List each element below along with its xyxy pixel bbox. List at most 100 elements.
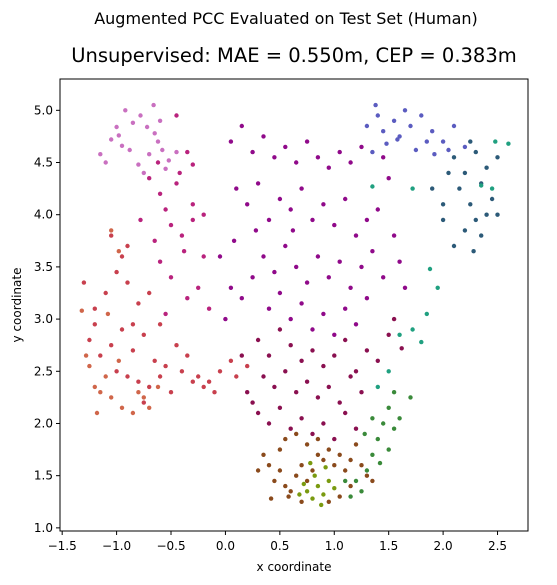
scatter-point [152,238,157,243]
scatter-point [141,395,146,400]
scatter-point [397,332,402,337]
chart-title: Unsupervised: MAE = 0.550m, CEP = 0.383m [71,44,517,67]
scatter-point [245,202,250,207]
scatter-point [506,141,511,146]
scatter-point [319,502,324,508]
scatter-point [114,269,119,275]
scatter-point [304,489,310,494]
scatter-point [326,384,331,390]
scatter-point [155,139,161,144]
scatter-point [386,332,391,337]
scatter-point [228,358,234,363]
scatter-point [440,217,446,223]
scatter-point [268,496,274,501]
scatter-point [375,207,380,212]
scatter-point [266,463,272,468]
scatter-point [408,123,413,129]
x-tick-label: 0.0 [216,539,235,553]
y-tick-label: 3.5 [34,260,53,274]
scatter-point [125,374,130,379]
scatter-point [157,374,163,379]
scatter-point [321,202,326,207]
scatter-point [410,186,415,191]
scatter-point [304,442,310,447]
scatter-point [87,363,92,369]
scatter-point [147,290,152,296]
scatter-point [87,337,92,343]
scatter-point [277,447,283,452]
x-tick-label: 1.5 [379,539,398,553]
scatter-point [283,369,288,374]
scatter-point [185,149,190,155]
scatter-point [424,311,429,317]
scatter-point [337,452,342,457]
scatter-point [255,468,261,473]
scatter-point [326,478,331,484]
scatter-point [440,202,446,207]
scatter-point [201,384,206,390]
scatter-point [484,212,489,217]
scatter-point [217,254,223,259]
scatter-point [109,228,114,233]
y-tick-label: 2.0 [34,416,53,430]
scatter-point [419,339,424,345]
scatter-point [326,499,331,504]
scatter-point [130,120,136,126]
scatter-point [138,113,143,118]
scatter-point [277,468,283,473]
scatter-point [228,139,234,144]
scatter-point [103,290,108,296]
scatter-point [495,212,500,217]
scatter-point [266,306,272,311]
scatter-point [119,405,125,410]
scatter-point [261,254,266,259]
scatter-point [266,353,272,358]
scatter-point [277,405,283,410]
scatter-point [386,405,391,410]
scatter-point [255,181,261,186]
scatter-point [386,369,391,374]
scatter-point [353,478,359,484]
scatter-point [123,108,128,113]
scatter-point [326,165,331,170]
scatter-point [277,290,283,296]
plot-frame [59,78,529,532]
scatter-point [315,254,321,259]
figure-suptitle: Augmented PCC Evaluated on Test Set (Hum… [94,9,478,28]
scatter-point [185,296,190,301]
scatter-point [479,233,484,238]
scatter-point [359,144,364,150]
scatter-point [397,416,402,421]
scatter-point [348,285,353,290]
scatter-point [353,322,359,327]
scatter-point [432,152,437,157]
scatter-point [109,137,114,142]
scatter-point [261,134,266,139]
scatter-point [315,483,321,489]
scatter-point [299,416,304,421]
y-tick-label: 1.0 [34,521,53,535]
scatter-point [304,478,310,484]
scatter-point [190,162,195,167]
scatter-points [79,102,511,508]
scatter-point [168,275,174,280]
scatter-point [116,133,122,138]
scatter-point [103,374,108,379]
y-axis-label: y coordinate [10,268,24,343]
scatter-point [493,139,498,144]
scatter-point [92,306,98,311]
scatter-point [413,147,419,153]
scatter-point [157,118,163,124]
scatter-point [310,431,315,437]
scatter-point [136,390,141,395]
scatter-point [326,447,331,452]
scatter-point [231,238,237,243]
scatter-point [294,431,299,437]
scatter-point [343,306,348,311]
scatter-point [179,233,185,238]
scatter-point [206,379,212,384]
scatter-point [315,452,321,457]
scatter-point [304,379,310,384]
scatter-point [151,102,156,108]
scatter-point [136,301,141,306]
